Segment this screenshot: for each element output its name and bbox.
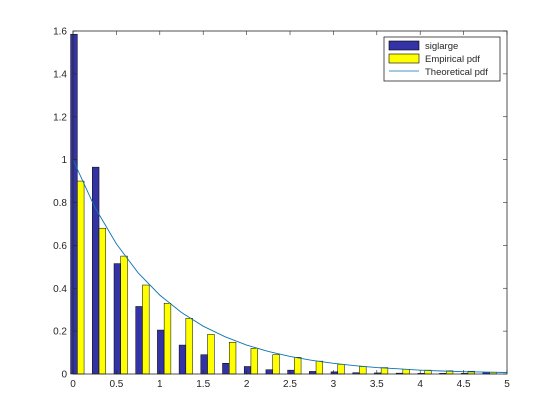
legend-swatch-empirical-pdf xyxy=(388,53,420,64)
x-tick-label: 4 xyxy=(417,379,423,390)
x-tick-label: 0 xyxy=(70,379,76,390)
bar-siglarge-2 xyxy=(113,263,121,375)
bar-empirical-pdf-8 xyxy=(250,348,258,375)
x-tick-label: 1 xyxy=(157,379,163,390)
bar-siglarge-10 xyxy=(287,369,295,375)
y-tick-label: 1 xyxy=(61,155,67,166)
bar-empirical-pdf-2 xyxy=(120,255,128,375)
y-tick-label: 1.2 xyxy=(53,112,67,123)
bar-empirical-pdf-5 xyxy=(185,318,193,375)
bar-empirical-pdf-9 xyxy=(272,354,280,375)
x-tick-label: 3 xyxy=(331,379,337,390)
line-layer xyxy=(72,159,508,373)
bar-empirical-pdf-3 xyxy=(142,284,150,375)
x-tick-label: 2 xyxy=(244,379,250,390)
legend-label-theoretical-pdf: Theoretical pdf xyxy=(425,67,488,78)
x-tick-label: 0.5 xyxy=(109,379,123,390)
x-axis: 0 0.5 1 1.5 2 2.5 3 3.5 4 4.5 5 xyxy=(70,31,510,390)
x-tick-label: 4.5 xyxy=(457,379,471,390)
x-tick-label: 5 xyxy=(504,379,510,390)
y-tick-label: 0 xyxy=(61,370,67,381)
legend-label-empirical-pdf: Empirical pdf xyxy=(425,54,480,65)
y-tick-label: 1.6 xyxy=(53,27,67,38)
legend-label-siglarge: siglarge xyxy=(425,41,458,52)
y-tick-label: 0.6 xyxy=(53,241,67,252)
x-tick-label: 2.5 xyxy=(283,379,297,390)
bar-siglarge-7 xyxy=(222,363,230,375)
bar-siglarge-1 xyxy=(92,166,100,375)
bar-empirical-pdf-1 xyxy=(98,227,107,375)
y-tick-label: 0.8 xyxy=(53,198,67,209)
bar-siglarge-8 xyxy=(243,366,252,375)
bar-empirical-pdf-7 xyxy=(228,342,237,375)
bar-empirical-pdf-4 xyxy=(163,303,172,375)
bar-empirical-pdf-15 xyxy=(402,369,410,375)
line-theoretical-pdf xyxy=(72,159,508,373)
y-axis: 0 0.2 0.4 0.6 0.8 1 1.2 1.4 1.6 xyxy=(53,27,507,381)
legend: siglarge Empirical pdf Theoretical pdf xyxy=(383,36,501,82)
bar-empirical-pdf-0 xyxy=(77,180,85,375)
y-tick-label: 0.2 xyxy=(53,327,67,338)
y-tick-label: 0.4 xyxy=(53,284,67,295)
bar-empirical-pdf-10 xyxy=(294,357,302,375)
bar-empirical-pdf-6 xyxy=(207,334,215,375)
bar-empirical-pdf-11 xyxy=(315,360,324,375)
bar-siglarge-0 xyxy=(70,33,78,375)
x-tick-label: 3.5 xyxy=(370,379,384,390)
bar-siglarge-9 xyxy=(265,369,273,375)
x-tick-label: 1.5 xyxy=(196,379,210,390)
bar-siglarge-3 xyxy=(135,306,143,375)
bar-empirical-pdf-13 xyxy=(359,366,367,375)
legend-swatch-siglarge xyxy=(388,40,420,51)
bar-siglarge-5 xyxy=(178,344,187,375)
y-tick-label: 1.4 xyxy=(53,69,67,80)
bar-siglarge-4 xyxy=(157,329,165,375)
bar-empirical-pdf-12 xyxy=(337,364,345,375)
bar-siglarge-6 xyxy=(200,354,208,375)
